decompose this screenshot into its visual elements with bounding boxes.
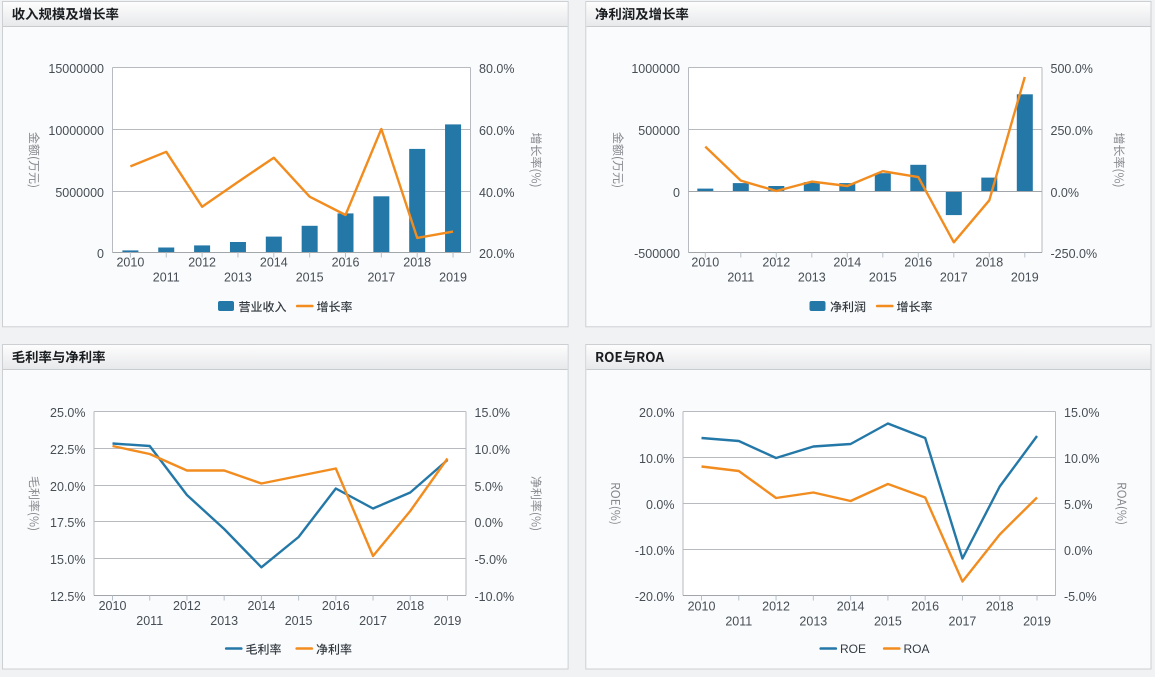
svg-text:2011: 2011 <box>725 615 752 629</box>
svg-text:-500000: -500000 <box>634 247 680 261</box>
svg-text:2010: 2010 <box>99 599 127 613</box>
svg-text:15000000: 15000000 <box>48 62 104 76</box>
svg-text:15.0%: 15.0% <box>475 406 510 420</box>
svg-text:2014: 2014 <box>247 599 275 613</box>
svg-text:0: 0 <box>673 186 680 200</box>
svg-text:80.0%: 80.0% <box>479 62 514 76</box>
svg-text:2017: 2017 <box>359 614 387 628</box>
svg-text:2013: 2013 <box>224 271 252 285</box>
svg-text:2016: 2016 <box>322 599 350 613</box>
svg-text:10000000: 10000000 <box>48 124 104 138</box>
svg-text:2012: 2012 <box>762 599 790 613</box>
svg-text:-10.0%: -10.0% <box>635 544 675 558</box>
svg-text:2013: 2013 <box>798 271 826 285</box>
svg-text:0.0%: 0.0% <box>1064 544 1093 558</box>
svg-text:1000000: 1000000 <box>631 62 680 76</box>
svg-text:250.0%: 250.0% <box>1051 124 1093 138</box>
svg-text:2019: 2019 <box>439 271 467 285</box>
svg-text:-5.0%: -5.0% <box>475 553 508 567</box>
svg-text:20.0%: 20.0% <box>50 480 85 494</box>
svg-text:-10.0%: -10.0% <box>475 590 515 604</box>
svg-text:2015: 2015 <box>874 615 902 629</box>
svg-text:2018: 2018 <box>975 255 1003 269</box>
svg-text:22.5%: 22.5% <box>50 443 85 457</box>
svg-text:-20.0%: -20.0% <box>635 590 675 604</box>
svg-text:ROA: ROA <box>904 642 930 656</box>
svg-text:2012: 2012 <box>173 599 201 613</box>
svg-text:2011: 2011 <box>727 271 754 285</box>
svg-text:-5.0%: -5.0% <box>1064 590 1097 604</box>
svg-text:60.0%: 60.0% <box>479 124 514 138</box>
svg-text:500.0%: 500.0% <box>1051 62 1093 76</box>
svg-text:0: 0 <box>97 247 104 261</box>
svg-text:20.0%: 20.0% <box>479 247 514 261</box>
svg-text:2014: 2014 <box>833 255 861 269</box>
svg-text:5000000: 5000000 <box>55 186 104 200</box>
svg-text:5.0%: 5.0% <box>475 480 504 494</box>
svg-text:10.0%: 10.0% <box>1064 452 1099 466</box>
svg-text:2015: 2015 <box>296 271 324 285</box>
svg-text:2015: 2015 <box>285 614 313 628</box>
svg-text:15.0%: 15.0% <box>50 553 85 567</box>
svg-text:40.0%: 40.0% <box>479 186 514 200</box>
svg-text:10.0%: 10.0% <box>639 452 674 466</box>
svg-text:500000: 500000 <box>638 124 680 138</box>
svg-text:0.0%: 0.0% <box>475 516 504 530</box>
svg-text:2013: 2013 <box>210 614 238 628</box>
svg-text:2018: 2018 <box>986 599 1014 613</box>
svg-text:2010: 2010 <box>116 255 144 269</box>
svg-text:2015: 2015 <box>869 271 897 285</box>
svg-text:17.5%: 17.5% <box>50 516 85 530</box>
svg-text:2010: 2010 <box>691 255 719 269</box>
svg-text:2011: 2011 <box>136 614 163 628</box>
svg-text:2019: 2019 <box>434 614 462 628</box>
svg-text:2011: 2011 <box>153 271 180 285</box>
svg-text:2016: 2016 <box>911 599 939 613</box>
svg-text:2017: 2017 <box>949 615 977 629</box>
svg-text:2017: 2017 <box>940 271 968 285</box>
svg-text:20.0%: 20.0% <box>639 406 674 420</box>
svg-text:0.0%: 0.0% <box>646 498 675 512</box>
svg-text:-250.0%: -250.0% <box>1051 247 1098 261</box>
svg-text:2012: 2012 <box>762 255 790 269</box>
svg-text:0.0%: 0.0% <box>1051 186 1080 200</box>
svg-text:15.0%: 15.0% <box>1064 406 1099 420</box>
svg-text:2017: 2017 <box>367 271 395 285</box>
svg-text:2012: 2012 <box>188 255 216 269</box>
svg-text:5.0%: 5.0% <box>1064 498 1093 512</box>
svg-text:2019: 2019 <box>1023 615 1051 629</box>
svg-text:2013: 2013 <box>799 615 827 629</box>
svg-text:25.0%: 25.0% <box>50 406 85 420</box>
svg-text:2018: 2018 <box>396 599 424 613</box>
svg-text:ROE: ROE <box>840 642 866 656</box>
svg-text:12.5%: 12.5% <box>50 590 85 604</box>
svg-text:2019: 2019 <box>1011 271 1039 285</box>
svg-text:2016: 2016 <box>904 255 932 269</box>
svg-text:2016: 2016 <box>332 255 360 269</box>
svg-text:2014: 2014 <box>837 599 865 613</box>
svg-text:2010: 2010 <box>688 599 716 613</box>
svg-text:2014: 2014 <box>260 255 288 269</box>
svg-text:10.0%: 10.0% <box>475 443 510 457</box>
svg-text:2018: 2018 <box>403 255 431 269</box>
